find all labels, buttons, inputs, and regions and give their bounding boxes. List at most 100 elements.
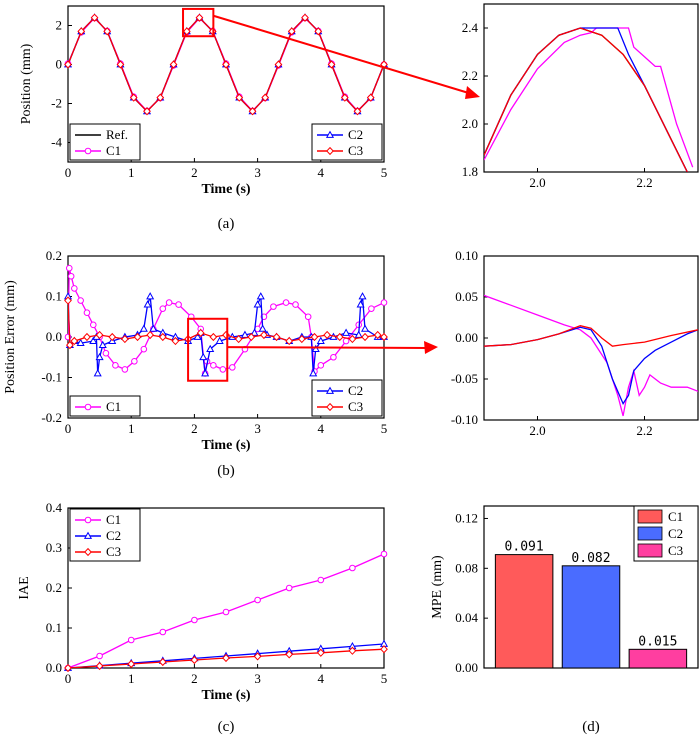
data-point-c3 [310,332,319,342]
panel-a-zoom: 2.0 2.2 1.8 2.0 2.2 2.4 [462,3,699,190]
panel-caption: (a) [218,216,235,232]
series-line-c2 [484,27,688,172]
data-point-c1 [65,264,73,272]
data-point-c2 [193,332,202,340]
data-point-c3 [247,332,256,342]
series-line-c1 [484,294,698,417]
legend-swatch [637,526,663,541]
plot-frame [67,5,385,163]
data-point-c3 [103,27,112,36]
x-tick-label: 5 [381,671,388,686]
legend-label: C3 [668,543,683,558]
y-axis-label: Position (mm) [19,43,34,124]
data-point-c3 [316,648,325,657]
data-point-c2 [311,344,320,353]
data-point-c3 [335,332,344,342]
data-point-c3 [366,93,375,102]
data-point-c3 [234,334,243,344]
data-point-c3 [348,334,357,344]
x-tick-label: 3 [254,165,261,180]
panel-d-main: 0.00 0.04 0.08 0.12 MPE (mm) 0.091 0.082 0.015 C… [430,505,699,735]
legend-box [69,123,141,161]
legend-marker [326,146,334,156]
data-point-c3 [66,340,74,350]
data-point-c3 [297,334,306,344]
data-point-c2 [358,292,367,300]
legend-box [311,123,383,161]
data-point-c1 [67,272,75,280]
data-point-c1 [330,353,337,361]
data-point-c2 [89,336,98,344]
bar-value-label: 0.015 [638,634,677,649]
data-point-c2 [149,324,158,332]
data-point-c3 [171,336,180,346]
x-axis-label: Time (s) [201,438,250,453]
data-point-c3 [156,93,165,102]
y-tick-label: 0.04 [455,610,478,625]
y-tick-label: 0.2 [46,248,62,263]
data-point-c2 [93,369,102,377]
data-point-c1 [127,636,135,644]
data-point-c2 [215,336,224,344]
data-point-c3 [116,60,125,69]
data-point-c3 [301,13,309,22]
data-point-c1 [222,608,230,616]
plot-frame [483,3,699,173]
data-point-c3 [222,653,230,663]
data-point-c1 [89,321,97,329]
bar-c3 [628,648,688,669]
x-tick-label: 2 [191,165,198,180]
data-point-c1 [270,303,277,310]
data-point-c3 [64,296,72,305]
data-point-c3 [158,657,167,667]
data-point-c3 [77,27,86,36]
data-point-c1 [304,313,312,321]
panel-b-main: 0 1 2 3 4 5 -0.2 -0.1 0.0 0.1 0.2 Time (s) Position … [3,248,438,479]
legend-label: C3 [106,544,121,559]
legend-label: C2 [348,383,363,398]
y-tick-label: -0.10 [451,412,478,427]
legend-box [69,395,141,417]
series-line-c3 [484,325,698,347]
data-point-c1 [380,299,388,306]
zoom-highlight-box [187,317,229,382]
y-tick-label: -4 [51,135,62,150]
data-point-c1 [165,299,173,306]
data-point-c1 [131,358,138,365]
data-point-c3 [260,330,268,340]
data-point-c1 [229,364,236,371]
legend-marker [84,147,92,155]
x-tick-label: 2.0 [529,175,545,190]
y-tick-label: -2 [51,96,62,111]
data-point-c1 [219,366,227,373]
x-tick-label: 5 [381,421,388,436]
data-point-c3 [209,332,218,342]
data-point-c1 [191,616,198,624]
y-tick-label: -0.1 [41,370,62,385]
data-point-c2 [356,300,365,308]
data-point-c3 [190,655,199,665]
data-point-c2 [139,324,148,332]
data-point-c1 [368,305,375,312]
bar-value-label: 0.082 [571,551,610,566]
panel-caption: (c) [218,719,235,735]
y-tick-label: -0.2 [41,410,62,425]
data-point-c3 [272,332,281,342]
y-tick-label: 0.3 [46,540,62,555]
data-point-c2 [201,369,210,377]
data-point-c1 [175,301,182,308]
legend-label: C2 [668,526,683,541]
x-tick-label: 0 [65,671,72,686]
data-point-c2 [342,328,351,336]
data-point-c1 [112,362,119,369]
zoom-arrow-line [227,346,429,349]
legend-label: Ref. [106,127,128,142]
legend-label: C1 [668,509,683,524]
data-point-c3 [182,27,191,36]
y-axis-label: Position Error (mm) [3,280,18,394]
data-point-c2 [258,324,267,332]
legend-marker [84,547,92,557]
y-tick-label: 0.00 [455,660,478,675]
data-point-c2 [360,324,370,332]
legend-label: C3 [348,399,363,414]
